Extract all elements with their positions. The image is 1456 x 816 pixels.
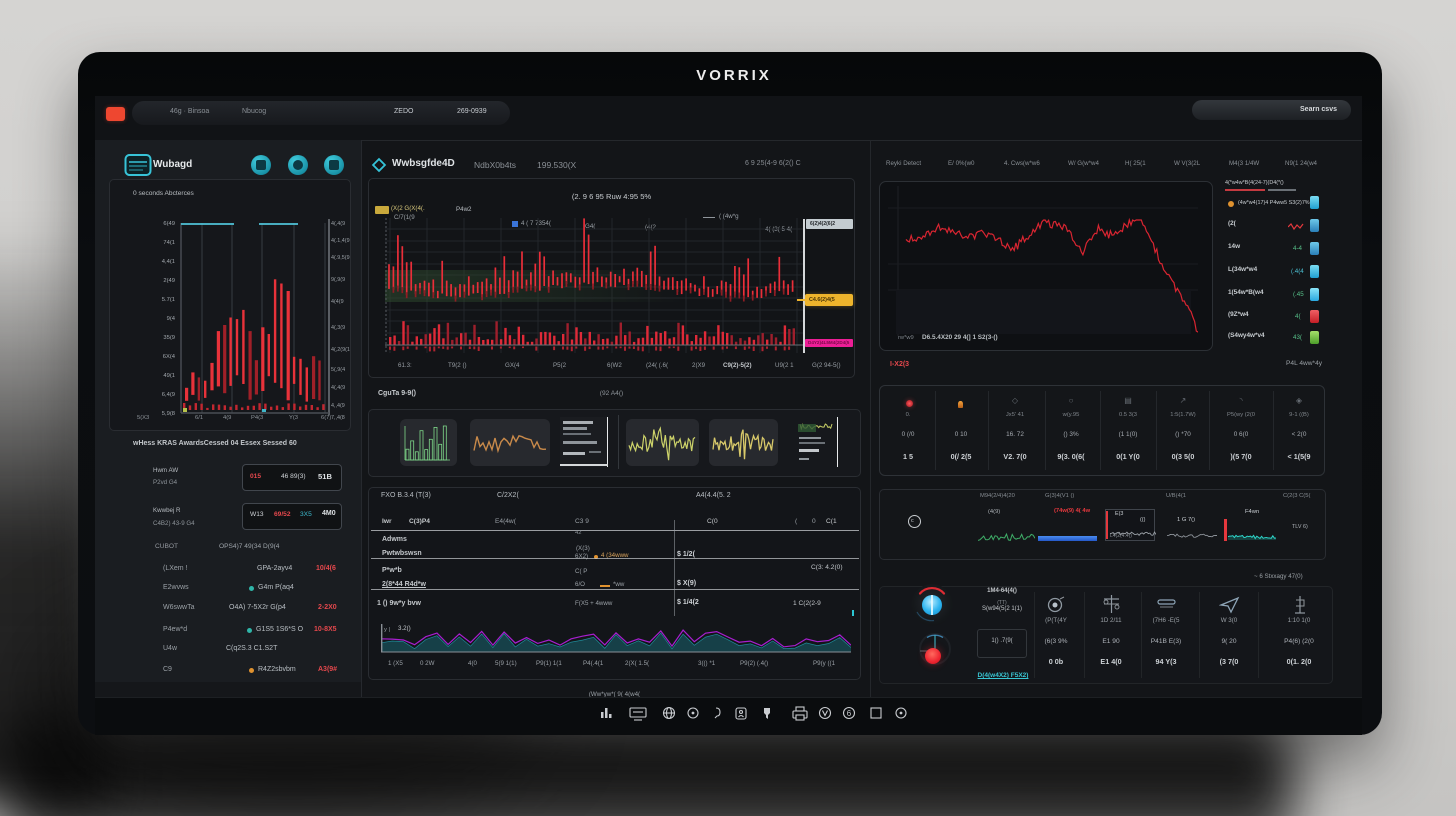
svg-text:6(7): 6(7)	[321, 415, 331, 421]
svg-text:4(9: 4(9	[223, 415, 231, 421]
svg-text:6/1: 6/1	[195, 415, 203, 421]
svg-text:4(4(9: 4(4(9	[331, 299, 344, 305]
svg-text:5(,9(4: 5(,9(4	[331, 367, 345, 373]
svg-text:4(,2(9(1: 4(,2(9(1	[331, 347, 350, 353]
svg-text:4,4(1: 4,4(1	[162, 259, 175, 265]
svg-text:5.7(1: 5.7(1	[162, 297, 175, 303]
svg-text:6(49: 6(49	[163, 221, 175, 227]
svg-text:4(.9,5(9: 4(.9,5(9	[331, 255, 350, 261]
svg-text:74(1: 74(1	[163, 240, 175, 246]
svg-text:P4(3: P4(3	[251, 415, 263, 421]
svg-text:9(,9(9: 9(,9(9	[331, 277, 345, 283]
svg-text:49(1: 49(1	[163, 373, 175, 379]
svg-text:4,,4(9: 4,,4(9	[331, 403, 345, 409]
svg-text:6X(4: 6X(4	[163, 354, 176, 360]
svg-text:4(.1,4(9: 4(.1,4(9	[331, 238, 350, 244]
svg-text:4(,4(9: 4(,4(9	[331, 385, 345, 391]
svg-text:7,,4(8: 7,,4(8	[331, 415, 345, 421]
svg-text:5(X3: 5(X3	[137, 415, 149, 421]
svg-text:6,4(9: 6,4(9	[162, 392, 175, 398]
svg-text:4(,3(9: 4(,3(9	[331, 325, 345, 331]
svg-text:4(,4(9: 4(,4(9	[331, 221, 345, 227]
svg-text:35(9: 35(9	[163, 335, 175, 341]
svg-text:9(4: 9(4	[167, 316, 176, 322]
svg-text:5,9(8: 5,9(8	[162, 411, 175, 417]
svg-text:2(49: 2(49	[163, 278, 175, 284]
svg-text:6: 6	[847, 709, 852, 718]
svg-text:Y(3: Y(3	[289, 415, 298, 421]
